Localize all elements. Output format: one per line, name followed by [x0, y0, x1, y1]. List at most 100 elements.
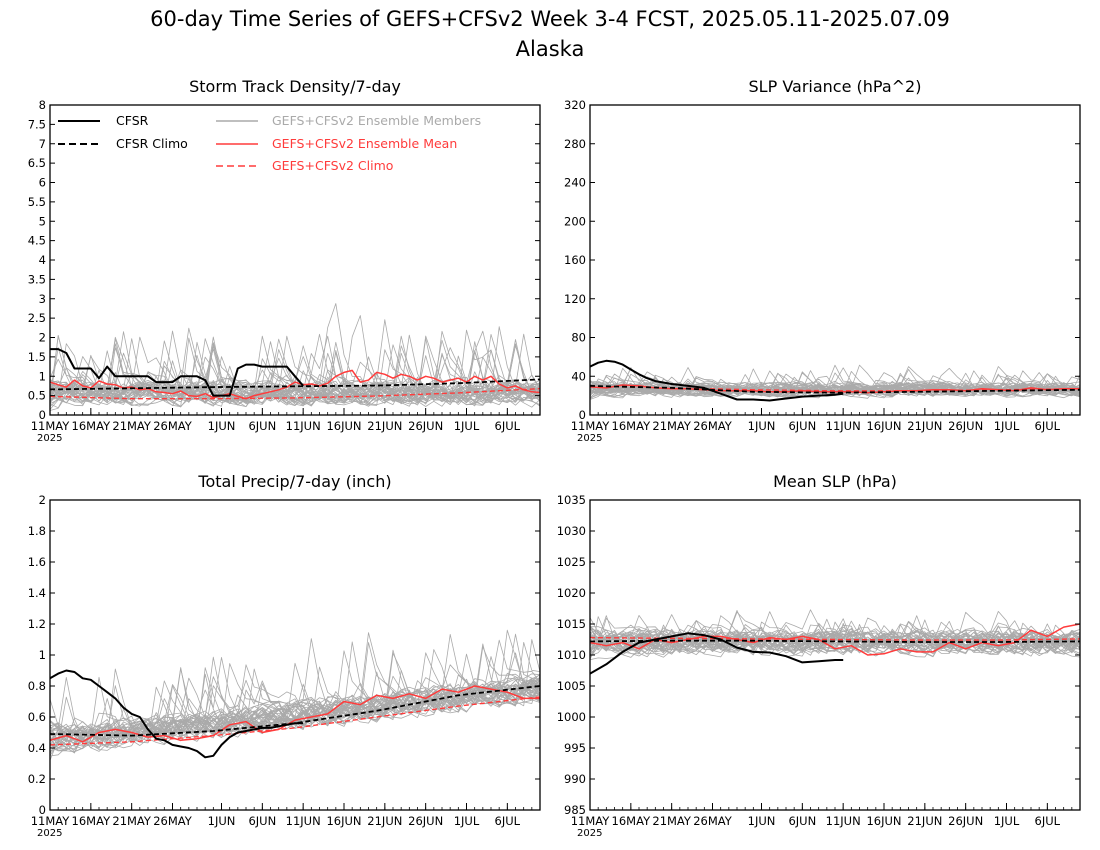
x-tick-label: 16MAY	[72, 814, 112, 828]
x-year-label: 2025	[37, 828, 62, 839]
y-tick-label: 990	[564, 772, 586, 786]
series-group	[590, 359, 1080, 402]
y-tick-label: 1000	[557, 710, 586, 724]
legend-members-label: GEFS+CFSv2 Ensemble Members	[272, 113, 481, 128]
model-climo-line	[50, 696, 540, 746]
y-tick-label: 0.8	[28, 679, 46, 693]
cfsr-line	[590, 359, 844, 402]
ensemble-member-line	[50, 633, 540, 738]
x-tick-label: 26JUN	[948, 419, 983, 433]
x-tick-label: 26MAY	[153, 419, 193, 433]
ensemble-member-line	[590, 624, 1080, 657]
y-tick-label: 3.5	[28, 272, 46, 286]
panel-title: Mean SLP (hPa)	[773, 472, 897, 491]
x-tick-label: 26MAY	[693, 419, 733, 433]
x-year-label: 2025	[37, 433, 62, 444]
y-tick-label: 40	[571, 369, 586, 383]
y-tick-label: 5	[39, 214, 46, 228]
x-tick-label: 6JUL	[495, 419, 521, 433]
y-tick-label: 985	[564, 803, 586, 817]
ensemble-member-line	[590, 620, 1080, 652]
y-tick-label: 0	[39, 803, 46, 817]
y-tick-label: 1005	[557, 679, 586, 693]
x-tick-label: 16MAY	[72, 419, 112, 433]
y-tick-label: 160	[564, 253, 586, 267]
y-tick-label: 280	[564, 137, 586, 151]
y-tick-label: 4	[39, 253, 46, 267]
x-tick-label: 11MAY	[571, 419, 611, 433]
panel-title: Storm Track Density/7-day	[189, 77, 401, 96]
legend-cfsr-label: CFSR	[116, 113, 149, 128]
y-tick-label: 0	[579, 408, 586, 422]
x-tick-label: 11MAY	[571, 814, 611, 828]
region-title: Alaska	[516, 37, 585, 61]
y-tick-label: 0.6	[28, 710, 46, 724]
x-tick-label: 16JUN	[326, 814, 361, 828]
x-tick-label: 11JUN	[826, 814, 861, 828]
y-tick-label: 0.2	[28, 772, 46, 786]
x-tick-label: 1JUN	[748, 814, 776, 828]
y-tick-label: 1	[39, 369, 46, 383]
legend-cfsr-climo-label: CFSR Climo	[116, 136, 188, 151]
x-tick-label: 11MAY	[31, 419, 71, 433]
ensemble-member-line	[50, 335, 540, 406]
x-tick-label: 1JUN	[208, 419, 236, 433]
y-tick-label: 1	[39, 648, 46, 662]
y-tick-label: 6	[39, 176, 46, 190]
x-tick-label: 21MAY	[112, 814, 152, 828]
x-year-label: 2025	[577, 433, 602, 444]
x-tick-label: 1JUN	[208, 814, 236, 828]
x-tick-label: 1JUL	[454, 814, 480, 828]
x-tick-label: 1JUL	[454, 419, 480, 433]
ensemble-member-line	[50, 370, 540, 405]
y-tick-label: 0	[39, 408, 46, 422]
x-tick-label: 26JUN	[948, 814, 983, 828]
x-tick-label: 1JUN	[748, 419, 776, 433]
model-climo-line	[590, 636, 1080, 641]
x-tick-label: 16JUN	[866, 419, 901, 433]
cfsr-line	[50, 348, 304, 397]
legend: CFSR CFSR Climo GEFS+CFSv2 Ensemble Memb…	[58, 113, 481, 173]
y-tick-label: 1.6	[28, 555, 46, 569]
ensemble-member-line	[50, 677, 540, 749]
x-tick-label: 6JUN	[788, 814, 816, 828]
y-tick-label: 1.5	[28, 350, 46, 364]
ensemble-member-line	[50, 331, 540, 411]
x-tick-label: 16MAY	[612, 419, 652, 433]
ensemble-member-line	[590, 611, 1080, 654]
legend-model-climo-label: GEFS+CFSv2 Climo	[272, 158, 393, 173]
x-tick-label: 21MAY	[112, 419, 152, 433]
precip-panel: Total Precip/7-day (inch)00.20.40.60.811…	[28, 472, 541, 839]
y-tick-label: 1.8	[28, 524, 46, 538]
y-tick-label: 2.5	[28, 311, 46, 325]
series-group	[50, 629, 540, 761]
y-tick-label: 3	[39, 292, 46, 306]
y-tick-label: 6.5	[28, 156, 46, 170]
ensemble-mean-line	[50, 369, 540, 400]
y-tick-label: 995	[564, 741, 586, 755]
x-tick-label: 11JUN	[286, 419, 321, 433]
y-tick-label: 1.4	[28, 586, 46, 600]
cfsr-climo-line	[50, 685, 540, 737]
y-tick-label: 1035	[557, 493, 586, 507]
x-tick-label: 11JUN	[286, 814, 321, 828]
ensemble-mean-line	[590, 623, 1080, 656]
ensemble-member-line	[50, 673, 540, 757]
x-tick-label: 6JUN	[248, 814, 276, 828]
y-tick-label: 0.5	[28, 389, 46, 403]
y-tick-label: 1020	[557, 586, 586, 600]
y-tick-label: 1.2	[28, 617, 46, 631]
x-tick-label: 16MAY	[612, 814, 652, 828]
x-tick-label: 21JUN	[367, 814, 402, 828]
series-group	[590, 609, 1080, 675]
legend-ens-mean-label: GEFS+CFSv2 Ensemble Mean	[272, 136, 457, 151]
y-tick-label: 7.5	[28, 117, 46, 131]
y-tick-label: 1010	[557, 648, 586, 662]
slp-variance-panel: SLP Variance (hPa^2) 0 40 80 120 160 200 240 280…	[564, 77, 1081, 444]
x-tick-label: 6JUL	[1035, 814, 1061, 828]
y-tick-label: 320	[564, 98, 586, 112]
x-tick-label: 6JUN	[788, 419, 816, 433]
x-tick-label: 21JUN	[907, 814, 942, 828]
y-tick-label: 200	[564, 214, 586, 228]
model-climo-line	[50, 387, 540, 400]
